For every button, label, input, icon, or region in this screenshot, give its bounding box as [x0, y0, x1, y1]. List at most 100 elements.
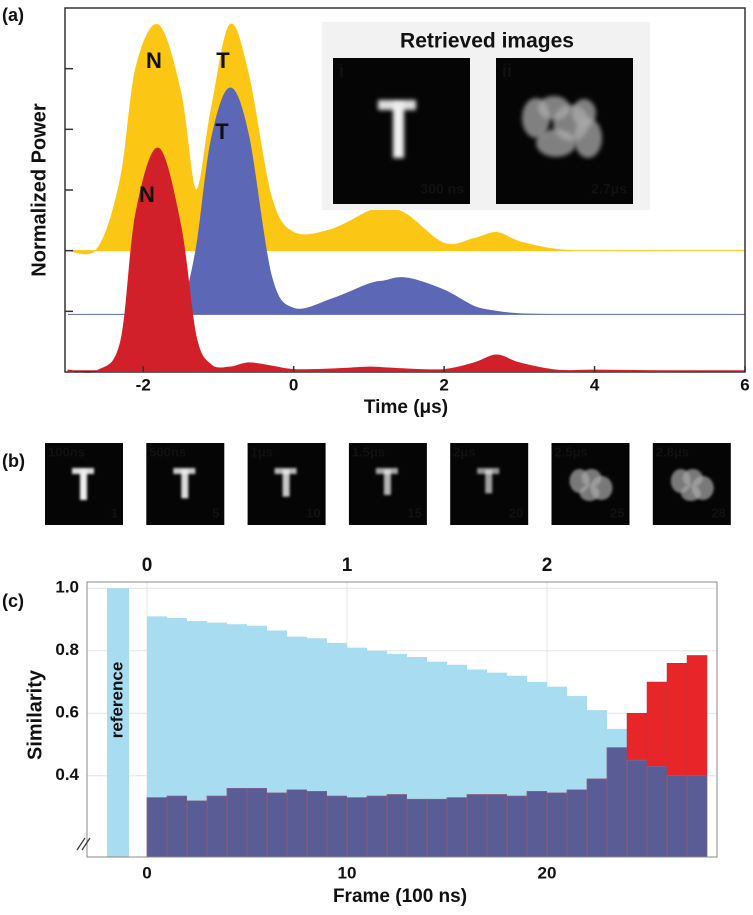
y-axis-label: Similarity	[24, 669, 46, 760]
overlap-bar	[386, 794, 408, 858]
overlap-bar	[166, 795, 188, 858]
overlap-bar	[586, 778, 608, 858]
glyph	[393, 103, 404, 158]
y-axis-label: Normalized Power	[28, 103, 50, 277]
frame-thumbnail: 2.5μs 25	[551, 443, 630, 525]
x-tick-label: 2	[439, 375, 448, 394]
overlap-bar	[486, 794, 508, 858]
image-caption: 2.7μs	[591, 181, 627, 197]
overlap-bar	[426, 798, 448, 858]
peak-label: T	[215, 119, 229, 144]
overlap-bar	[186, 800, 208, 858]
glyph	[485, 470, 493, 494]
peak-label: T	[216, 48, 230, 73]
frame-time: 2.8μs	[656, 444, 689, 459]
x-tick-label: -2	[136, 375, 151, 394]
overlap-bar	[546, 792, 568, 858]
glyph	[574, 118, 602, 158]
glyph	[181, 470, 189, 499]
x-tick-label: 4	[590, 375, 600, 394]
frame-time: 2.5μs	[555, 444, 588, 459]
x-tick-label: 0	[289, 375, 298, 394]
y-tick-label: 0.6	[55, 703, 79, 722]
image-index: i	[339, 61, 344, 81]
overlap-bar	[286, 789, 308, 858]
frame-number: 20	[509, 505, 523, 520]
overlap-bar	[686, 775, 708, 858]
x-axis-label: Time (μs)	[364, 397, 448, 418]
reference-bar	[107, 588, 129, 857]
frame-thumbnail: 1μs 10	[247, 443, 326, 525]
reference-label: reference	[107, 662, 126, 739]
frame-thumbnail: 2.8μs 28	[652, 443, 731, 525]
frame-number: 15	[407, 505, 421, 520]
overlap-bar	[206, 795, 228, 858]
overlap-bar	[326, 795, 348, 858]
inset-title: Retrieved images	[400, 30, 574, 53]
y-tick-label: 1.0	[55, 578, 79, 597]
frame-time: 1μs	[251, 444, 273, 459]
frame-number: 5	[212, 505, 219, 520]
retrieved-image: ii 2.7μs	[496, 58, 633, 204]
overlap-bar	[526, 791, 548, 858]
x-tick-label: 20	[538, 863, 557, 882]
frame-time: 100ns	[48, 444, 85, 459]
y-tick-label: 0.4	[55, 765, 79, 784]
overlap-bar	[346, 797, 368, 858]
overlap-bar	[146, 797, 168, 858]
panel-label: (b)	[2, 451, 25, 471]
glyph	[680, 485, 701, 501]
panel-label: (c)	[2, 591, 24, 611]
frame-thumbnail: 2μs 20	[450, 443, 529, 525]
glyph	[383, 470, 391, 495]
overlap-bar	[626, 759, 648, 858]
frame-number: 1	[111, 505, 118, 520]
x-tick-label: 10	[338, 863, 357, 882]
x2-tick-label: 2	[542, 555, 553, 576]
overlap-bar	[406, 798, 428, 858]
x2-tick-label: 0	[142, 555, 153, 576]
overlap-bar	[306, 791, 328, 858]
glyph	[80, 470, 87, 500]
overlap-bar	[266, 792, 288, 858]
overlap-bar	[446, 797, 468, 858]
frame-thumbnail: 1.5μs 15	[348, 443, 427, 525]
image-index: ii	[502, 61, 512, 81]
overlap-bar	[506, 795, 528, 858]
bar	[147, 616, 167, 857]
frame-number: 28	[711, 505, 725, 520]
y-tick-label: 0.8	[55, 640, 79, 659]
overlap-bar	[666, 775, 688, 858]
overlap-bar	[366, 795, 388, 858]
glyph	[572, 99, 596, 127]
axis-break	[76, 837, 86, 851]
overlap-bar	[646, 766, 668, 858]
overlap-bar	[466, 794, 488, 858]
x2-tick-label: 1	[342, 555, 353, 576]
frame-number: 10	[306, 505, 320, 520]
frame-time: 2μs	[453, 444, 475, 459]
peak-label: N	[139, 182, 155, 207]
axis-break	[81, 837, 91, 851]
peak-label: N	[146, 48, 162, 73]
frame-time: 500ns	[149, 444, 186, 459]
retrieved-image: i 300 ns	[333, 58, 470, 204]
plot-frame	[86, 581, 718, 858]
image-caption: 300 ns	[420, 181, 464, 197]
frame-number: 25	[610, 505, 624, 520]
overlap-bar	[606, 747, 628, 858]
x-axis-label: Frame (100 ns)	[333, 886, 467, 907]
glyph	[282, 470, 290, 497]
panel-label: (a)	[2, 5, 24, 25]
overlap-bar	[246, 788, 268, 858]
frame-thumbnail: 500ns 5	[146, 443, 225, 525]
glyph	[579, 485, 600, 501]
x-tick-label: 6	[740, 375, 749, 394]
area	[67, 147, 746, 373]
frame-time: 1.5μs	[352, 444, 385, 459]
frame-thumbnail: 100ns 1	[45, 443, 123, 525]
overlap-bar	[226, 788, 248, 858]
overlap-bar	[566, 789, 588, 858]
glyph	[536, 129, 576, 157]
